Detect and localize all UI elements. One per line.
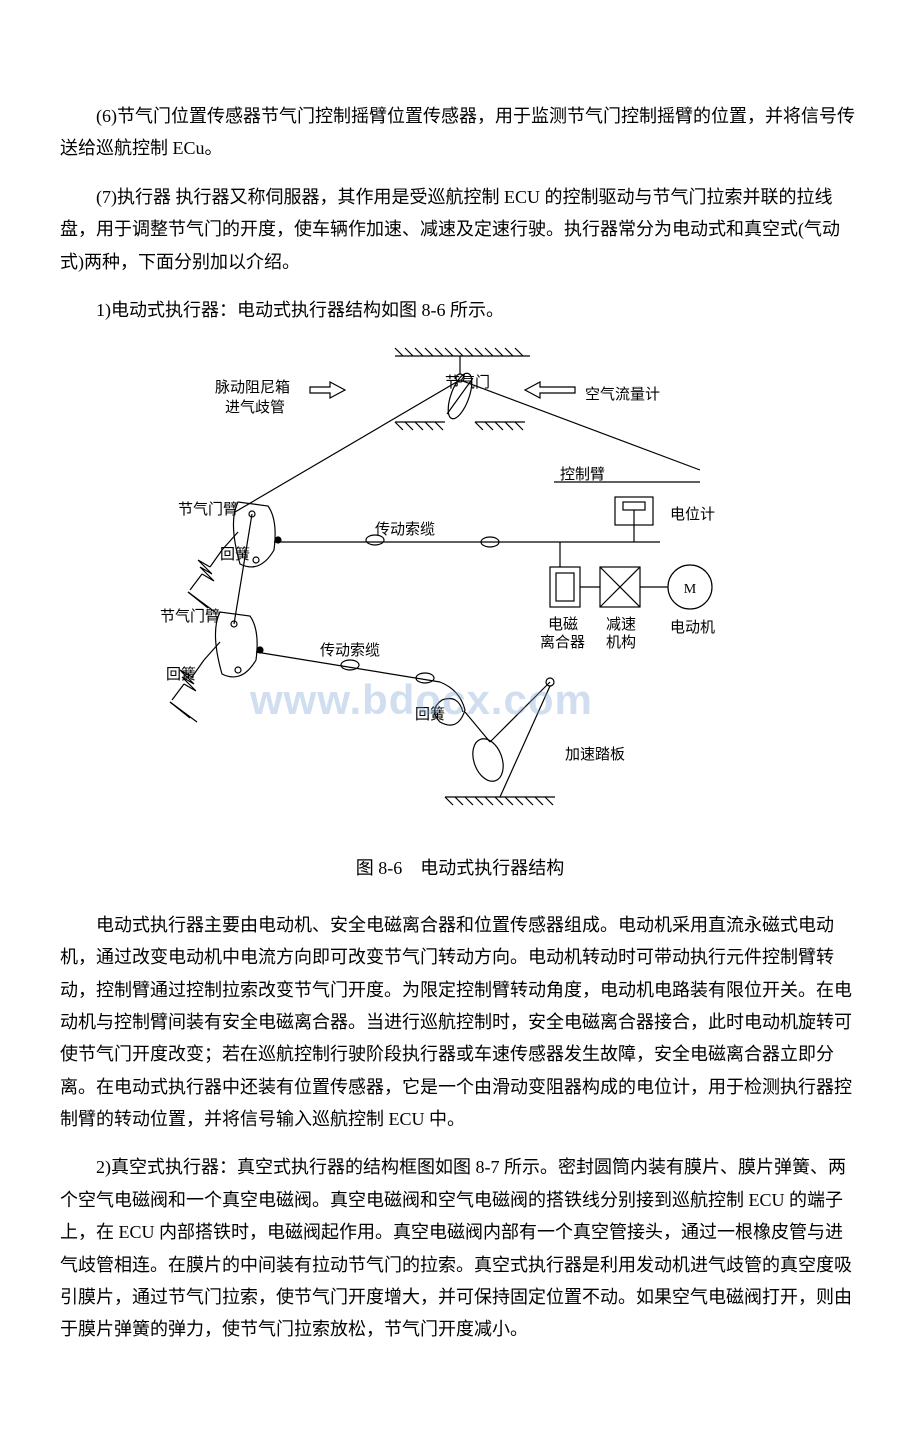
label-em-clutch-bot: 离合器	[540, 630, 585, 657]
label-return-spring-3: 回簧	[415, 702, 445, 729]
label-throttle-arm-2: 节气门臂	[160, 604, 220, 631]
label-control-arm: 控制臂	[560, 462, 605, 489]
svg-text:M: M	[684, 582, 697, 597]
paragraph-7: (7)执行器 执行器又称伺服器，其作用是受巡航控制 ECU 的控制驱动与节气门拉…	[60, 181, 860, 278]
label-accel-pedal: 加速踏板	[565, 742, 625, 769]
figure-caption: 图 8-6 电动式执行器结构	[60, 852, 860, 884]
label-return-spring-2: 回簧	[166, 662, 196, 689]
paragraph-vacuum-desc: 2)真空式执行器：真空式执行器的结构框图如图 8-7 所示。密封圆筒内装有膜片、…	[60, 1151, 860, 1345]
label-motor: 电动机	[670, 615, 715, 642]
label-airflow-meter: 空气流量计	[585, 382, 660, 409]
label-potentiometer: 电位计	[670, 502, 715, 529]
figure-8-6: M	[160, 342, 760, 832]
label-throttle: 节气门	[445, 370, 490, 397]
label-cable-2: 传动索缆	[320, 638, 380, 665]
paragraph-method1: 1)电动式执行器：电动式执行器结构如图 8-6 所示。	[60, 294, 860, 326]
paragraph-6: (6)节气门位置传感器节气门控制摇臂位置传感器，用于监测节气门控制摇臂的位置，并…	[60, 100, 860, 165]
label-reducer-bot: 机构	[606, 630, 636, 657]
label-intake-manifold: 进气歧管	[225, 395, 285, 422]
paragraph-electric-desc: 电动式执行器主要由电动机、安全电磁离合器和位置传感器组成。电动机采用直流永磁式电…	[60, 909, 860, 1136]
label-cable-1: 传动索缆	[375, 517, 435, 544]
label-throttle-arm-1: 节气门臂	[178, 497, 238, 524]
label-return-spring-1: 回簧	[220, 542, 250, 569]
